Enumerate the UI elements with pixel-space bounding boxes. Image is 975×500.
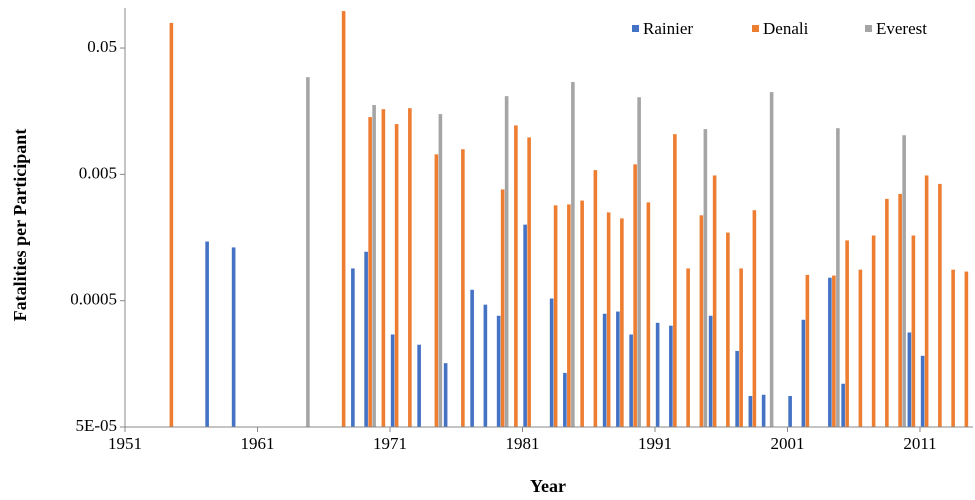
bar xyxy=(633,164,637,428)
y-tick-label: 0.005 xyxy=(79,163,117,182)
x-tick-label: 1961 xyxy=(241,434,275,453)
bar xyxy=(761,394,766,427)
bar xyxy=(885,198,889,427)
bar xyxy=(769,92,774,427)
x-tick-label: 1991 xyxy=(638,434,672,453)
bar xyxy=(951,269,955,427)
bar xyxy=(563,372,567,427)
x-axis-title: Year xyxy=(530,476,566,496)
bar xyxy=(205,241,209,427)
bar xyxy=(788,395,792,427)
bar xyxy=(841,383,845,427)
bar xyxy=(461,149,465,427)
bar xyxy=(902,135,906,427)
bar xyxy=(673,134,677,427)
bar xyxy=(231,247,236,427)
bar xyxy=(708,315,713,427)
bar xyxy=(500,189,505,427)
bar xyxy=(655,322,660,427)
bar xyxy=(898,193,902,427)
bar xyxy=(836,128,840,427)
bar xyxy=(871,235,876,427)
bar xyxy=(394,124,399,428)
y-tick-label: 5E-05 xyxy=(75,416,117,435)
bar xyxy=(907,332,912,427)
legend-label: Rainier xyxy=(643,19,693,38)
bar xyxy=(911,235,916,427)
bar xyxy=(483,304,488,427)
bar xyxy=(699,215,704,427)
bar xyxy=(938,183,942,427)
bar xyxy=(434,154,439,428)
bar xyxy=(549,298,554,427)
bar xyxy=(832,275,836,427)
bar xyxy=(571,82,575,427)
x-tick-label: 2011 xyxy=(903,434,936,453)
bar xyxy=(703,129,708,427)
bar xyxy=(845,240,849,427)
y-tick-label: 0.0005 xyxy=(70,290,117,309)
bar xyxy=(748,395,753,427)
bar xyxy=(417,344,421,427)
bar xyxy=(580,200,584,427)
bar xyxy=(593,170,598,428)
bar xyxy=(567,204,571,427)
x-tick-label: 2001 xyxy=(771,434,805,453)
bar xyxy=(712,175,717,427)
x-tick-label: 1981 xyxy=(506,434,540,453)
bar xyxy=(606,212,611,427)
bar xyxy=(602,313,607,427)
bar xyxy=(964,271,969,427)
bar xyxy=(169,22,174,427)
bar xyxy=(553,205,558,427)
bar xyxy=(470,289,474,427)
legend-swatch xyxy=(865,25,872,32)
bar xyxy=(364,251,368,427)
bar xyxy=(629,334,633,427)
bar xyxy=(306,77,310,428)
bar xyxy=(381,109,386,427)
bar xyxy=(390,334,395,427)
bar xyxy=(341,11,346,427)
bar xyxy=(351,268,355,427)
y-axis-title: Fatalities per Participant xyxy=(10,129,30,322)
bar xyxy=(527,137,531,428)
legend-label: Denali xyxy=(763,19,809,38)
bar xyxy=(646,202,651,427)
bar xyxy=(735,350,739,427)
bar xyxy=(514,125,518,428)
bar xyxy=(620,218,624,427)
x-tick-label: 1951 xyxy=(108,434,142,453)
legend-swatch xyxy=(752,25,759,32)
bar xyxy=(496,315,501,427)
bar xyxy=(368,117,372,428)
bar xyxy=(686,268,690,427)
bar xyxy=(616,311,620,427)
bar xyxy=(438,114,443,427)
bar xyxy=(828,277,832,427)
bar xyxy=(920,355,925,427)
bar xyxy=(726,232,730,427)
bar xyxy=(858,269,863,427)
bar xyxy=(443,363,448,427)
legend-label: Everest xyxy=(876,19,927,38)
bar xyxy=(805,274,810,427)
bar xyxy=(523,224,527,427)
x-tick-label: 1971 xyxy=(373,434,407,453)
bar xyxy=(924,175,929,427)
bar xyxy=(504,96,509,427)
legend-swatch xyxy=(632,25,639,32)
bar xyxy=(372,104,376,428)
y-tick-label: 0.05 xyxy=(87,37,117,56)
bar xyxy=(637,97,641,427)
bar xyxy=(801,319,806,427)
bar xyxy=(408,108,412,427)
bar xyxy=(669,325,673,427)
bar xyxy=(752,210,757,427)
bar xyxy=(739,268,743,427)
